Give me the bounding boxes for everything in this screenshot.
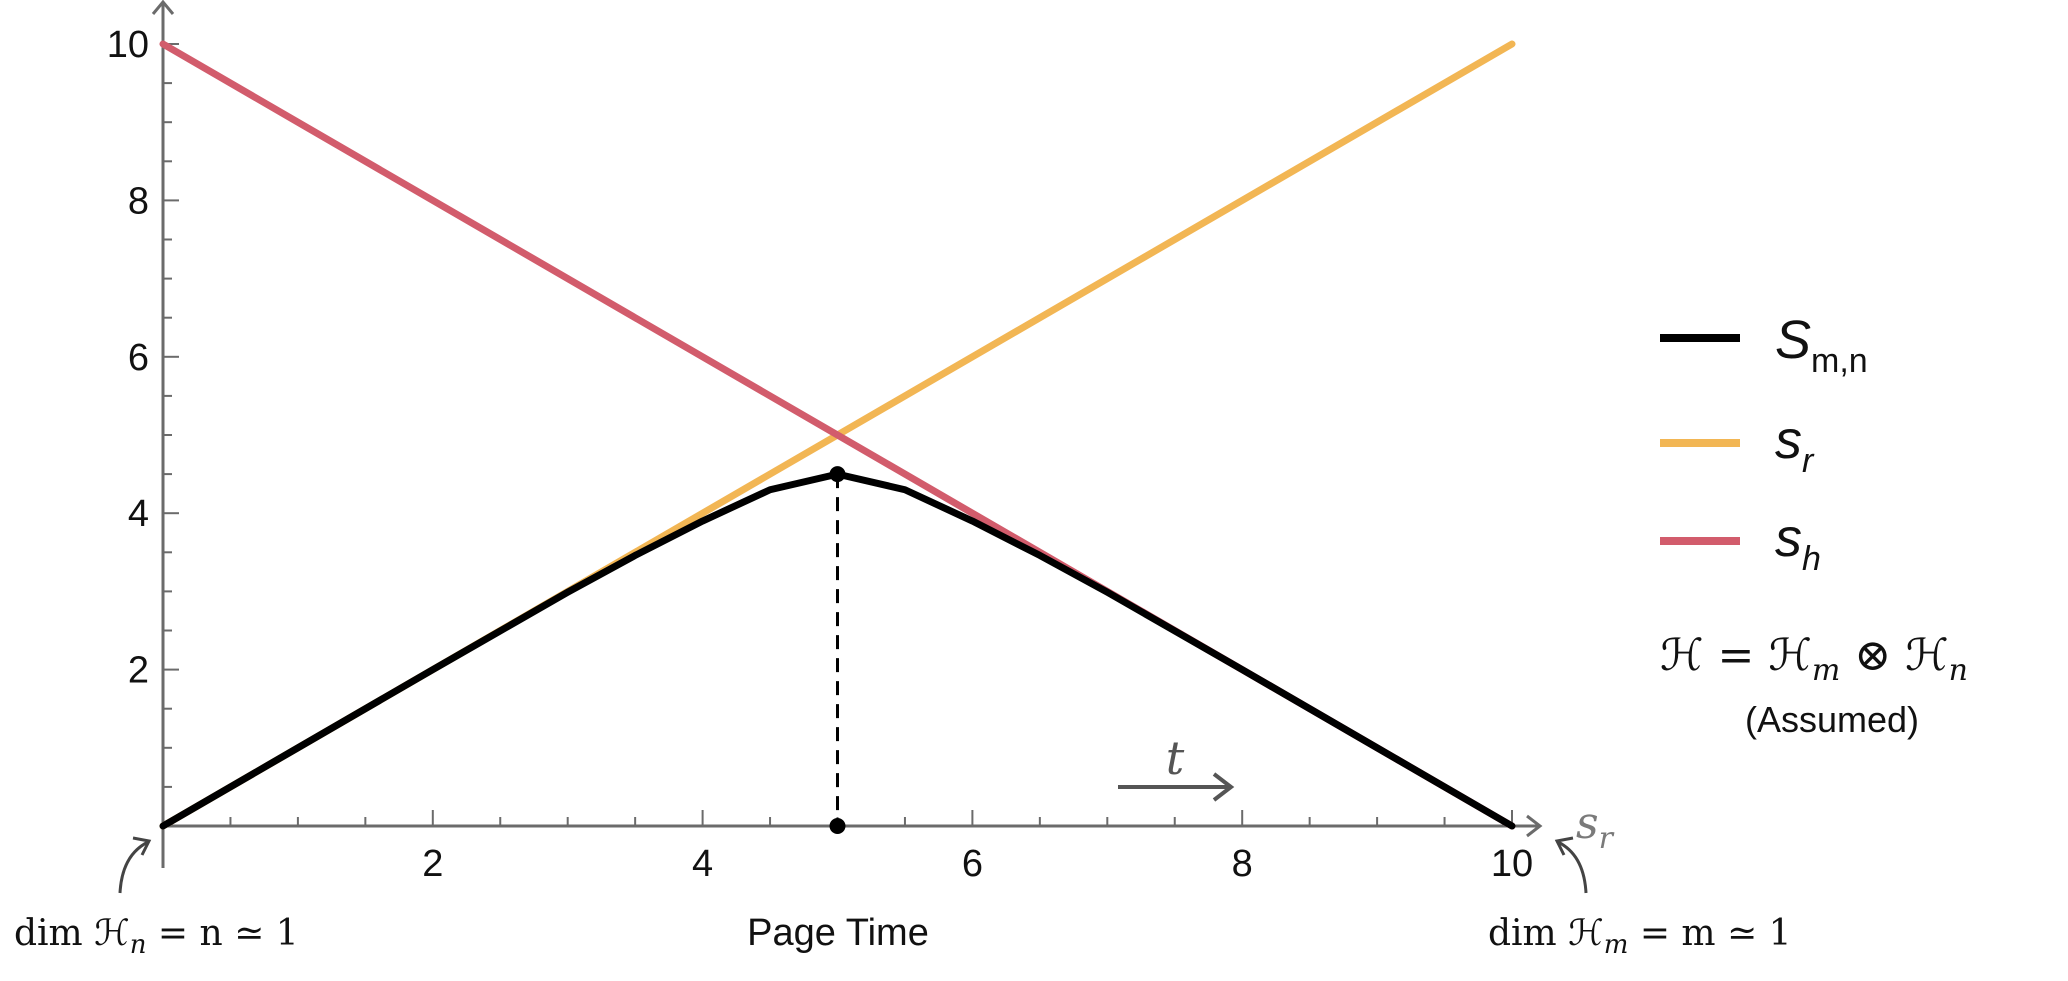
time-arrow: t	[1118, 731, 1235, 802]
left-note-main: dim ℋ	[14, 913, 130, 954]
x-tick-label: 2	[422, 843, 443, 885]
left-note-sub: n	[130, 930, 147, 960]
x-axis-symbol: sr	[1576, 798, 1615, 856]
left-note-arrowhead	[132, 836, 152, 856]
right-note-rest: = m ≃ 1	[1628, 913, 1791, 954]
peak-foot-point	[829, 818, 846, 834]
left-corner-note: dim ℋn = n ≃ 1	[14, 836, 299, 960]
left-note-rest: = n ≃ 1	[146, 913, 298, 954]
y-axis-arrowhead	[151, 0, 175, 15]
y-tick-label: 6	[128, 337, 149, 379]
legend-label-S-sub: m,n	[1811, 342, 1868, 380]
time-arrow-head	[1212, 772, 1235, 802]
x-axis-title: Page Time	[747, 912, 929, 954]
x-tick-label: 6	[962, 843, 983, 885]
x-axis-arrowhead	[1526, 814, 1543, 838]
assumed-label: (Assumed)	[1745, 699, 1919, 740]
hilbert-sub-n: n	[1949, 653, 1968, 688]
legend-label-sr: sr	[1775, 410, 1815, 480]
left-note-text: dim ℋn = n ≃ 1	[14, 913, 299, 960]
y-tick-label: 10	[107, 24, 149, 66]
peak-point	[829, 466, 846, 483]
axes	[151, 0, 1543, 868]
hilbert-formula-text: ℋ = ℋm ⊗ ℋn	[1660, 630, 1968, 688]
legend-label-sr-sub: r	[1802, 442, 1815, 480]
right-note-main: dim ℋ	[1488, 913, 1604, 954]
hilbert-space-formula: ℋ = ℋm ⊗ ℋn (Assumed)	[1660, 630, 1968, 740]
x-tick-label: 10	[1491, 843, 1533, 885]
y-tick-label: 4	[128, 493, 149, 535]
right-note-text: dim ℋm = m ≃ 1	[1488, 913, 1792, 960]
right-note-arrowhead	[1554, 836, 1574, 856]
legend-label-sr-main: s	[1775, 410, 1802, 470]
hilbert-sub-m: m	[1812, 653, 1840, 688]
left-note-arrow	[118, 840, 149, 894]
right-corner-note: dim ℋm = m ≃ 1	[1488, 836, 1792, 960]
x-tick-label: 4	[692, 843, 713, 885]
legend: Sm,n sr sh	[1660, 310, 1868, 578]
legend-label-S: Sm,n	[1775, 310, 1868, 380]
legend-label-sh: sh	[1775, 508, 1821, 578]
x-tick-label: 8	[1232, 843, 1253, 885]
hilbert-mid: ⊗ ℋ	[1840, 630, 1948, 681]
right-note-sub: m	[1604, 930, 1629, 960]
x-axis-symbol-sub: r	[1599, 821, 1615, 856]
x-axis-symbol-main: s	[1576, 798, 1599, 849]
legend-label-S-main: S	[1775, 310, 1811, 370]
right-note-arrow	[1557, 840, 1588, 894]
legend-label-sh-sub: h	[1802, 540, 1821, 578]
y-ticks: 2 4 6 8 10	[107, 24, 179, 788]
hilbert-lhs: ℋ = ℋ	[1660, 630, 1812, 681]
legend-label-sh-main: s	[1775, 508, 1802, 568]
time-arrow-label: t	[1166, 731, 1185, 785]
y-tick-label: 2	[128, 650, 149, 692]
y-tick-label: 8	[128, 180, 149, 222]
x-ticks: 2 4 6 8 10	[229, 810, 1533, 885]
